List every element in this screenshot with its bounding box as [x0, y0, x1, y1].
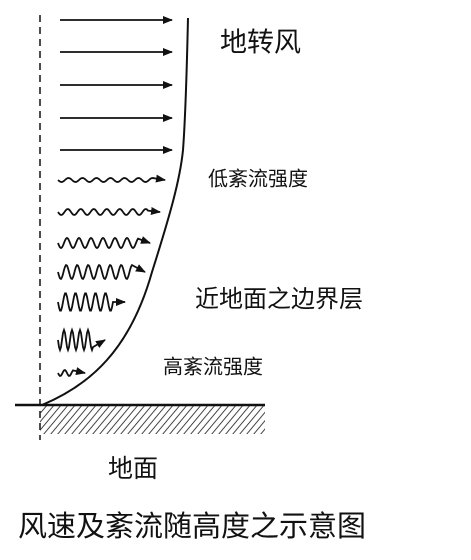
arrow — [57, 327, 106, 353]
label-geostrophic: 地转风 — [220, 28, 301, 59]
arrow — [57, 174, 166, 183]
label-high-turbulence: 高紊流强度 — [163, 355, 263, 379]
label-low-turbulence: 低紊流强度 — [208, 167, 308, 191]
label-boundary-layer: 近地面之边界层 — [195, 285, 363, 313]
label-ground: 地面 — [108, 454, 158, 483]
arrow — [57, 263, 146, 281]
arrow — [57, 236, 151, 250]
ground-hatch — [40, 406, 265, 434]
arrow — [57, 292, 126, 312]
wind-arrows — [57, 16, 173, 377]
arrow — [57, 367, 86, 377]
arrow — [57, 206, 161, 216]
wind-profile — [41, 17, 189, 406]
caption: 风速及紊流随高度之示意图 — [18, 509, 366, 543]
